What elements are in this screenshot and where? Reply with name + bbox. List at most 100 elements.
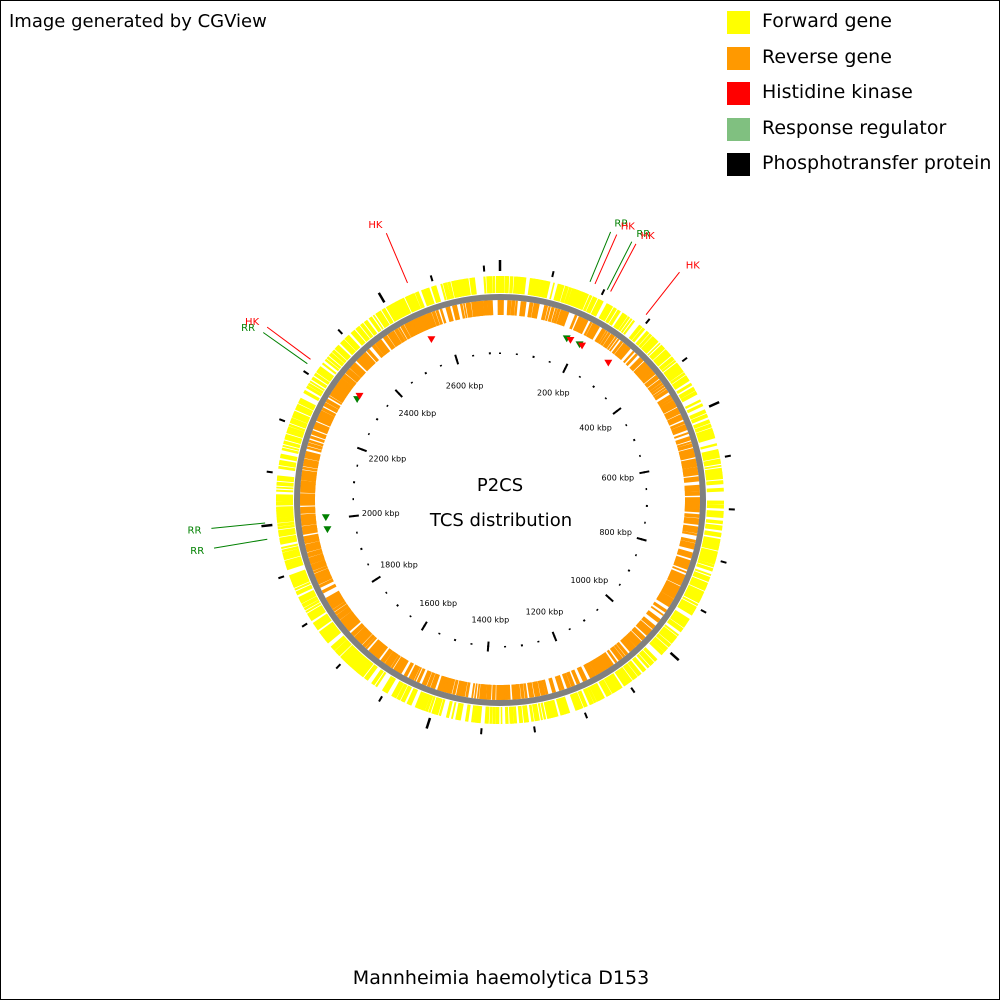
reverse-gene-mark xyxy=(561,673,570,689)
forward-gene-mark xyxy=(566,287,576,306)
reverse-gene-mark xyxy=(634,362,647,375)
forward-gene-mark xyxy=(533,703,539,722)
reverse-gene-mark xyxy=(316,419,331,427)
forward-gene-mark xyxy=(342,646,357,662)
forward-gene-mark xyxy=(664,364,681,378)
forward-gene-mark xyxy=(341,340,355,354)
ruler-dot xyxy=(367,432,371,436)
reverse-gene-mark xyxy=(330,391,345,402)
reverse-gene-mark xyxy=(540,304,548,321)
reverse-gene-mark xyxy=(304,536,320,544)
tcs-callout-line xyxy=(266,326,311,360)
ruler-dot xyxy=(438,632,441,635)
reverse-gene-mark xyxy=(429,312,437,327)
reverse-gene-mark xyxy=(651,384,665,396)
reverse-gene-mark xyxy=(478,300,482,317)
reverse-gene-mark xyxy=(570,670,579,685)
reverse-gene-mark xyxy=(430,673,438,689)
forward-gene-mark xyxy=(608,674,620,691)
forward-gene-mark xyxy=(313,374,329,385)
reverse-gene-mark xyxy=(454,304,461,320)
forward-gene-mark xyxy=(636,653,650,669)
forward-gene-mark xyxy=(316,618,332,631)
reverse-gene-mark xyxy=(684,514,700,518)
forward-gene-mark xyxy=(545,281,551,299)
outer-tick xyxy=(377,292,386,303)
forward-gene-mark xyxy=(376,311,388,328)
reverse-gene-mark xyxy=(413,318,423,334)
ruler-tick-label: 2200 kbp xyxy=(368,455,406,464)
forward-gene-mark xyxy=(682,596,699,607)
forward-gene-mark xyxy=(276,510,294,514)
forward-gene-mark xyxy=(393,301,404,318)
reverse-gene-mark xyxy=(409,320,419,335)
reverse-gene-mark xyxy=(538,680,545,696)
reverse-gene-mark xyxy=(661,402,676,412)
reverse-gene-mark xyxy=(652,602,667,613)
forward-gene-mark xyxy=(290,572,307,581)
ruler-dot xyxy=(410,381,414,384)
forward-gene-mark xyxy=(700,443,718,450)
forward-gene-mark xyxy=(705,469,723,474)
reverse-gene-mark xyxy=(508,684,511,700)
forward-gene-mark xyxy=(289,420,307,429)
reverse-gene-mark xyxy=(683,524,699,530)
forward-gene-mark xyxy=(355,327,368,342)
forward-gene-mark xyxy=(393,682,405,699)
forward-gene-mark xyxy=(363,664,376,679)
reverse-gene-mark xyxy=(642,616,656,628)
reverse-gene-mark xyxy=(528,302,534,318)
forward-gene-mark xyxy=(414,291,424,309)
reverse-gene-mark xyxy=(401,324,412,340)
forward-gene-mark xyxy=(679,601,696,612)
reverse-gene-mark xyxy=(680,454,696,461)
tcs-callout-label: HK xyxy=(621,221,636,232)
reverse-gene-mark xyxy=(565,672,574,687)
reverse-gene-mark xyxy=(554,675,562,692)
forward-gene-mark xyxy=(619,667,632,683)
forward-gene-mark xyxy=(276,508,294,513)
forward-gene-mark xyxy=(592,684,603,701)
reverse-gene-mark xyxy=(372,344,385,358)
forward-gene-mark xyxy=(299,397,316,408)
reverse-gene-mark xyxy=(668,573,684,583)
forward-gene-mark xyxy=(455,702,462,720)
reverse-gene-mark xyxy=(354,626,368,640)
ruler-tick-label: 1200 kbp xyxy=(526,607,564,616)
forward-gene-mark xyxy=(588,297,598,314)
forward-gene-mark xyxy=(705,477,724,481)
ruler-tick-label: 2400 kbp xyxy=(399,409,437,418)
reverse-gene-mark xyxy=(622,636,635,650)
outer-tick xyxy=(724,454,731,458)
forward-gene-mark xyxy=(628,324,642,340)
reverse-gene-mark xyxy=(300,513,316,517)
reverse-gene-mark xyxy=(618,346,631,361)
outer-tick xyxy=(533,726,537,733)
reverse-gene-mark xyxy=(300,516,317,522)
ruler-tick-label: 1400 kbp xyxy=(471,616,509,625)
reverse-gene-mark xyxy=(542,305,549,321)
forward-gene-mark xyxy=(349,653,363,668)
ruler-dot xyxy=(424,371,428,375)
forward-gene-mark xyxy=(406,295,416,313)
forward-gene-mark xyxy=(289,571,307,580)
forward-gene-mark xyxy=(705,524,723,530)
reverse-gene-mark xyxy=(544,306,551,322)
forward-gene-mark xyxy=(385,306,397,322)
reverse-gene-mark xyxy=(305,453,321,459)
reverse-gene-mark xyxy=(356,359,369,372)
tcs-callout-label: HK xyxy=(368,220,383,231)
forward-gene-mark xyxy=(527,278,533,296)
reverse-gene-mark xyxy=(667,578,682,586)
forward-gene-mark xyxy=(617,669,629,685)
reverse-gene-mark xyxy=(611,340,624,355)
forward-gene-mark xyxy=(647,342,661,356)
reverse-gene-mark xyxy=(427,312,436,328)
reverse-gene-mark xyxy=(447,678,455,694)
forward-gene-mark xyxy=(658,630,674,644)
forward-gene-mark xyxy=(606,307,618,324)
outer-tick xyxy=(266,470,273,474)
forward-gene-mark xyxy=(318,621,335,634)
forward-gene-mark xyxy=(335,345,351,360)
reverse-gene-mark xyxy=(318,576,333,585)
